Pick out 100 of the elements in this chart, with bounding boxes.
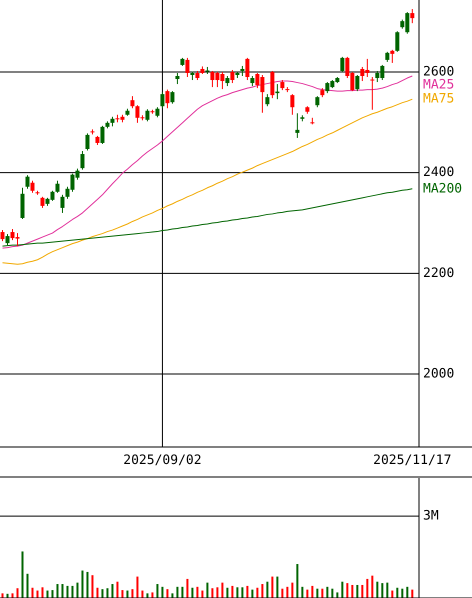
bar xyxy=(386,582,388,598)
bar xyxy=(31,588,34,598)
bar xyxy=(121,590,124,598)
bar xyxy=(291,582,294,598)
bar xyxy=(211,588,214,598)
series-label: MA200 xyxy=(423,181,462,196)
bar xyxy=(181,586,184,598)
bar xyxy=(216,587,218,598)
bar xyxy=(51,590,54,598)
candlestick xyxy=(385,51,390,62)
bar xyxy=(26,574,28,598)
y-tick-label: 2400 xyxy=(423,165,454,180)
candlestick xyxy=(165,89,170,109)
candlestick xyxy=(270,70,274,99)
bar xyxy=(311,586,314,598)
bar xyxy=(271,576,274,598)
bar xyxy=(56,584,58,598)
candlestick xyxy=(275,84,280,100)
bar xyxy=(206,582,208,598)
candlestick xyxy=(355,74,360,92)
candlestick xyxy=(155,106,160,118)
candlestick xyxy=(60,194,64,214)
candlestick xyxy=(195,70,200,81)
bar xyxy=(96,588,98,598)
bar xyxy=(306,590,308,598)
bar xyxy=(141,590,144,598)
candlestick xyxy=(85,132,90,152)
bar xyxy=(316,588,318,598)
bar xyxy=(411,590,414,598)
candlestick xyxy=(225,76,230,87)
bar xyxy=(246,586,248,598)
candlestick xyxy=(40,196,44,208)
bar xyxy=(116,582,118,598)
candlestick xyxy=(55,180,60,194)
line-series xyxy=(2,98,413,265)
bar xyxy=(76,582,78,598)
bar xyxy=(161,586,164,598)
candlestick xyxy=(295,112,300,138)
line-series xyxy=(2,188,413,247)
candlestick xyxy=(395,30,400,52)
bar xyxy=(221,582,224,598)
series-label: MA25 xyxy=(423,78,454,93)
bar xyxy=(71,586,74,598)
bar xyxy=(381,583,384,598)
candlestick xyxy=(320,88,324,98)
candlestick xyxy=(240,65,244,77)
bar xyxy=(326,586,328,598)
bar xyxy=(301,586,304,598)
candlestick xyxy=(30,180,34,194)
candlestick xyxy=(145,108,150,122)
bar xyxy=(86,572,88,598)
ref-line-label: 3M xyxy=(423,508,439,524)
candlestick xyxy=(185,57,190,78)
bar xyxy=(391,590,394,598)
y-tick-label: 2600 xyxy=(423,64,454,80)
bar xyxy=(341,582,344,598)
bar xyxy=(266,582,268,598)
bar xyxy=(111,584,114,598)
candlestick xyxy=(100,125,104,144)
candlestick xyxy=(370,76,374,110)
candlestick xyxy=(340,56,344,72)
candlestick xyxy=(110,116,114,127)
candlestick xyxy=(80,150,84,170)
bar xyxy=(236,587,238,598)
bar xyxy=(286,586,288,598)
x-tick-label: 2025/09/02 xyxy=(123,453,202,468)
y-tick-label: 2200 xyxy=(423,266,454,281)
bar xyxy=(36,590,38,598)
bar xyxy=(106,588,108,598)
candlestick xyxy=(250,76,254,87)
candlestick xyxy=(290,94,294,116)
bar xyxy=(276,576,278,598)
bar xyxy=(46,590,48,598)
candlestick xyxy=(315,96,320,108)
bar xyxy=(41,587,44,598)
bar xyxy=(66,586,68,598)
y-tick-label: 2000 xyxy=(423,366,454,382)
bar xyxy=(256,588,258,598)
bar xyxy=(321,588,324,598)
bar xyxy=(61,584,64,598)
candlestick xyxy=(170,90,174,104)
candlestick xyxy=(0,230,4,242)
bar xyxy=(406,586,408,598)
candlestick xyxy=(265,94,270,107)
bar xyxy=(396,588,398,598)
candlestick xyxy=(130,96,134,109)
bar xyxy=(91,575,94,598)
bar xyxy=(296,564,298,598)
bar xyxy=(81,570,84,598)
bar xyxy=(191,588,194,598)
bar xyxy=(376,582,378,598)
bar xyxy=(356,584,358,598)
bar xyxy=(186,578,188,598)
bar xyxy=(361,584,364,598)
bar xyxy=(231,586,234,598)
bar xyxy=(16,588,18,598)
bar xyxy=(401,588,404,598)
x-tick-label: 2025/11/17 xyxy=(373,453,452,468)
bar xyxy=(346,583,348,598)
bar xyxy=(201,590,204,598)
